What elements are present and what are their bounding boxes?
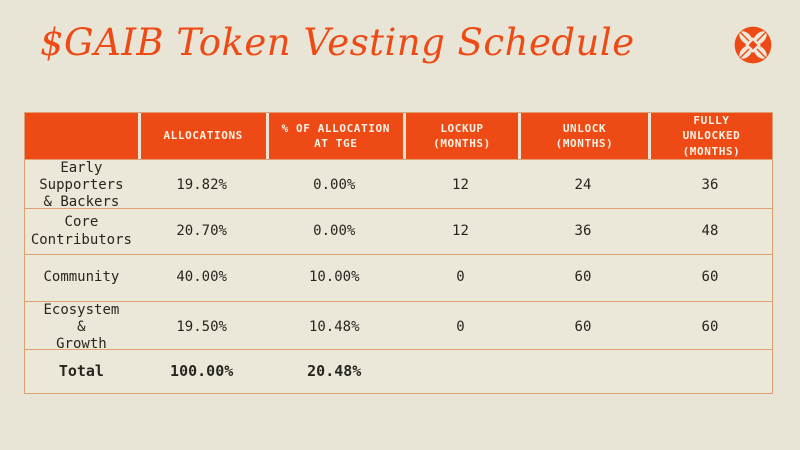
fully-unlocked-cell: 36	[701, 177, 719, 194]
fully-unlocked-cell	[648, 350, 772, 393]
row-label: Ecosystem & Growth	[43, 302, 120, 353]
lockup-cell: 0	[456, 269, 465, 286]
tge-cell: 10.00%	[308, 269, 360, 286]
fully-unlocked-cell: 48	[701, 222, 719, 239]
allocations-cell: 19.50%	[176, 319, 227, 336]
column-header-fully-unlocked: FULLY UNLOCKED (MONTHS)	[647, 113, 772, 160]
table-row-total: Total 100.00% 20.48%	[25, 349, 772, 393]
vesting-table: ALLOCATIONS % OF ALLOCATION AT TGE LOCKU…	[24, 112, 773, 394]
unlock-cell: 60	[574, 269, 592, 286]
table-row-early-supporters: Early Supporters & Backers 19.82% 0.00% …	[25, 159, 772, 211]
unlock-cell: 24	[574, 177, 592, 194]
table-header-row: ALLOCATIONS % OF ALLOCATION AT TGE LOCKU…	[25, 113, 772, 160]
row-label: Core Contributors	[30, 214, 132, 248]
lockup-cell: 12	[452, 222, 469, 239]
allocations-cell: 20.70%	[176, 222, 227, 239]
tge-cell: 0.00%	[313, 177, 356, 194]
column-header-lockup: LOCKUP (MONTHS)	[402, 113, 518, 160]
slide-header: $GAIB Token Vesting Schedule	[0, 0, 800, 66]
unlock-cell: 36	[574, 222, 592, 239]
lockup-cell	[403, 350, 518, 393]
page-title: $GAIB Token Vesting Schedule	[40, 21, 635, 64]
allocations-cell: 40.00%	[176, 269, 227, 286]
allocations-cell: 100.00%	[170, 362, 234, 381]
row-label: Total	[58, 362, 104, 381]
tge-cell: 0.00%	[313, 222, 356, 239]
fully-unlocked-cell: 60	[701, 319, 719, 336]
table-row-community: Community 40.00% 10.00% 0 60 60	[25, 254, 772, 301]
column-header-allocations: ALLOCATIONS	[137, 113, 266, 160]
row-label: Community	[43, 269, 120, 286]
table-row-ecosystem-growth: Ecosystem & Growth 19.50% 10.48% 0 60 60	[25, 301, 772, 352]
lockup-cell: 0	[456, 319, 465, 336]
fully-unlocked-cell: 60	[701, 269, 719, 286]
tge-cell: 10.48%	[308, 319, 360, 336]
table-row-core-contributors: Core Contributors 20.70% 0.00% 12 36 48	[25, 208, 772, 254]
column-header-blank	[25, 113, 138, 160]
tge-cell: 20.48%	[307, 362, 362, 381]
lockup-cell: 12	[452, 177, 469, 194]
allocations-cell: 19.82%	[176, 177, 227, 194]
row-label: Early Supporters & Backers	[39, 160, 124, 211]
unlock-cell	[518, 350, 648, 393]
column-header-unlock: UNLOCK (MONTHS)	[518, 113, 648, 160]
gaib-logo-icon	[732, 24, 774, 66]
unlock-cell: 60	[574, 319, 592, 336]
column-header-tge: % OF ALLOCATION AT TGE	[265, 113, 403, 160]
